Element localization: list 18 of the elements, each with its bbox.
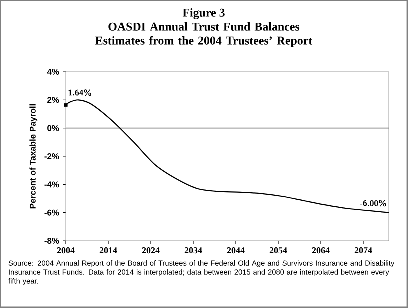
x-tick-label: 2064 — [312, 248, 330, 254]
y-tick-label: -6% — [44, 210, 60, 216]
x-tick-label: 2034 — [184, 248, 202, 254]
chart-subtitle: OASDI Annual Trust Fund Balances Estimates from the 2004 Trustees’ Report — [96, 22, 313, 48]
x-tick-label: 2024 — [142, 248, 160, 254]
x-tick-label: 2004 — [57, 248, 75, 254]
y-tick-label: -4% — [44, 182, 60, 188]
x-tick-label: 2014 — [100, 248, 118, 254]
y-tick-label: 4% — [47, 69, 60, 75]
y-tick-label: 0% — [48, 125, 60, 132]
y-tick-label: -8% — [44, 238, 60, 244]
x-tick-label: 2074 — [354, 248, 372, 254]
y-tick-label: 2% — [48, 97, 60, 104]
chart-title: Figure 3 — [182, 8, 225, 20]
y-axis-title: Percent of Taxable Payroll — [30, 104, 38, 209]
x-tick-label: 2044 — [227, 248, 245, 254]
x-tick-label: 2054 — [270, 248, 288, 254]
y-tick-label: -2% — [44, 154, 60, 160]
